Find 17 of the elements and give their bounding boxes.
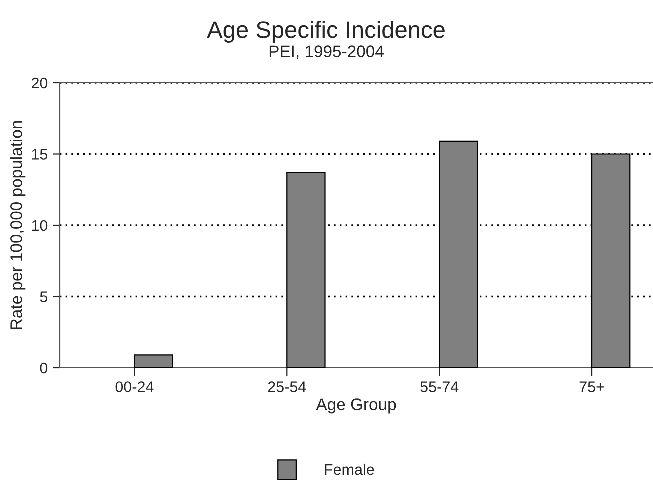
x-tick-label: 00-24 [116,382,154,392]
bar [134,354,174,368]
y-tick-label: 5 [40,292,48,302]
x-tick-label: 75+ [580,382,604,392]
x-tick-label: 55-74 [420,382,459,392]
y-tick-label: 20 [32,78,48,89]
chart-title: Age Specific Incidence [207,20,445,44]
legend-label: Female [325,464,374,476]
y-tick-label: 0 [40,362,48,374]
y-axis-title: Rate per 100,000 population [10,121,26,330]
x-tick-label: 25-54 [268,382,306,392]
x-axis-title: Age Group [316,398,396,414]
y-tick-label: 15 [32,149,48,160]
bar [286,172,326,368]
bar [439,140,478,368]
chart-subtitle: PEI, 1995-2004 [270,46,384,60]
y-tick-label: 10 [32,220,48,232]
